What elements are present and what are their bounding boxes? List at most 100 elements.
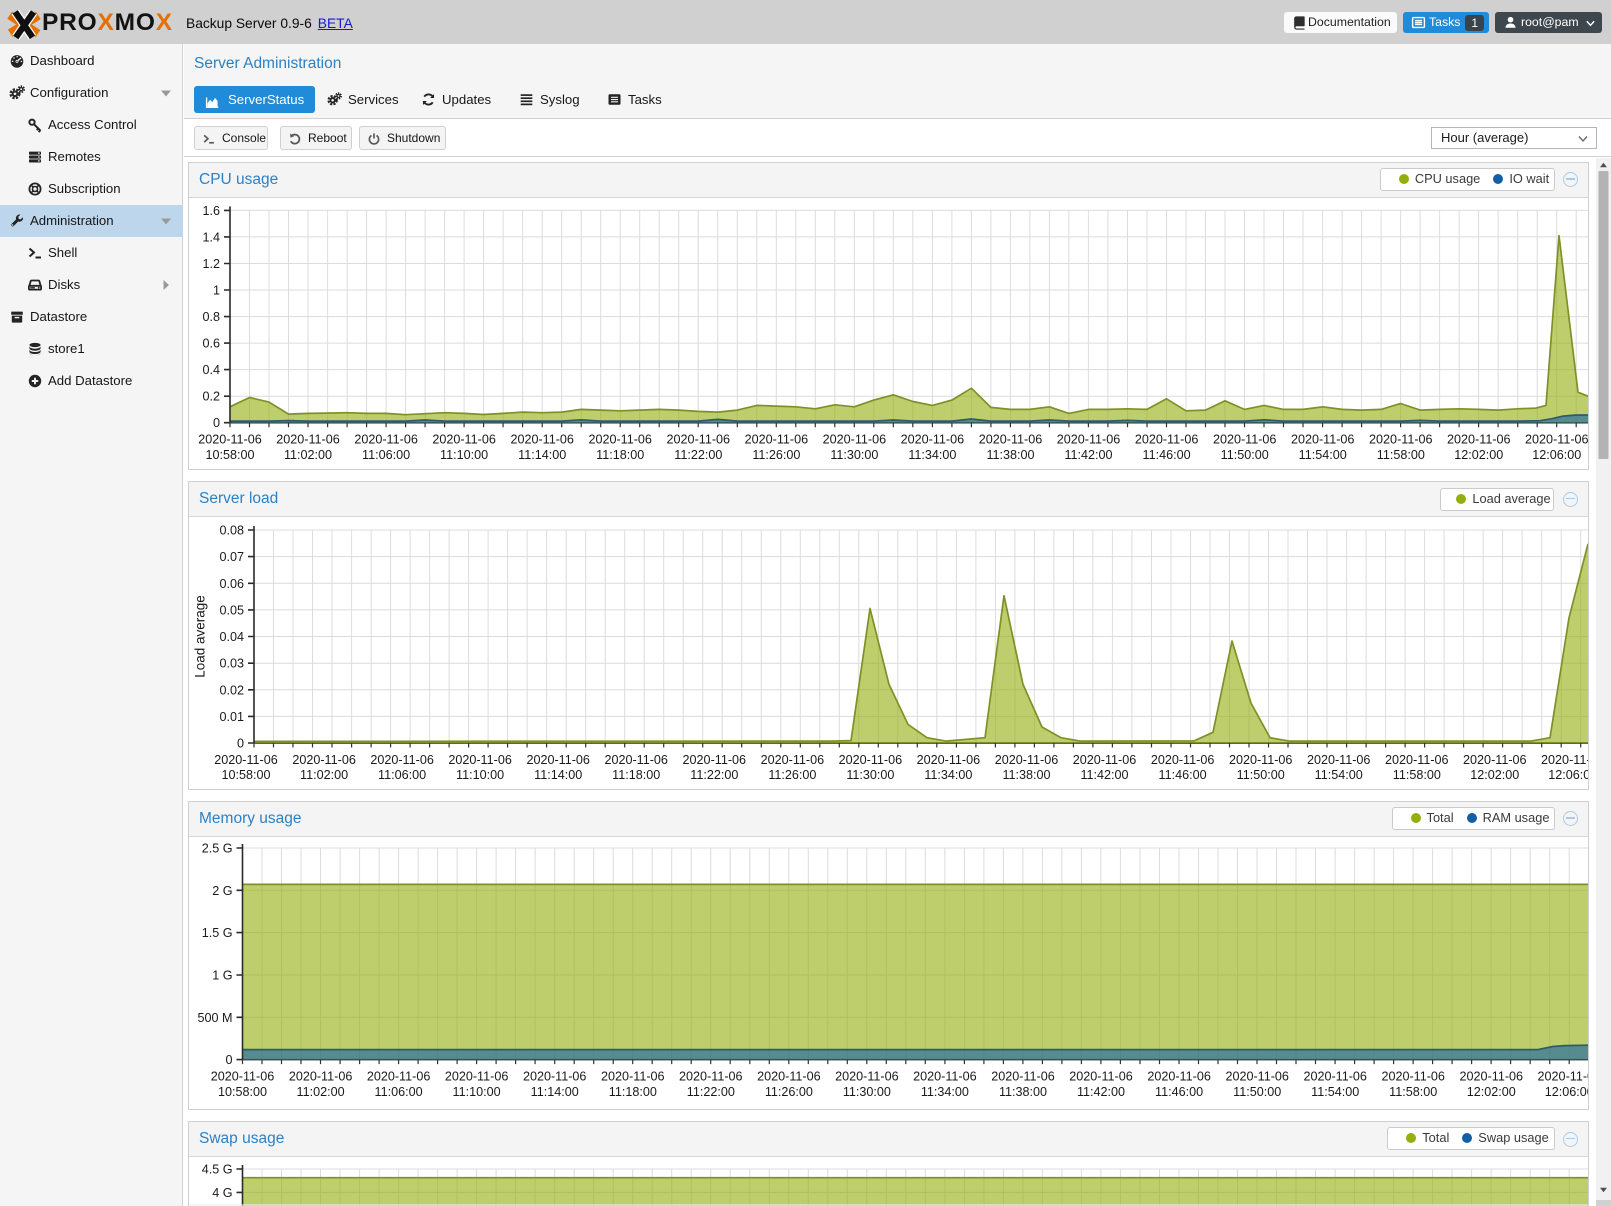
svg-text:2020-11-06: 2020-11-06 bbox=[445, 1070, 509, 1084]
svg-text:11:34:00: 11:34:00 bbox=[921, 1085, 969, 1099]
svg-text:2 G: 2 G bbox=[212, 884, 232, 898]
svg-text:2020-11-06: 2020-11-06 bbox=[757, 1070, 821, 1084]
svg-text:2020-11-06: 2020-11-06 bbox=[1538, 1070, 1588, 1084]
svg-text:0.02: 0.02 bbox=[219, 683, 244, 697]
svg-text:11:18:00: 11:18:00 bbox=[612, 768, 660, 782]
svg-text:11:18:00: 11:18:00 bbox=[596, 448, 644, 462]
svg-text:2020-11-06: 2020-11-06 bbox=[1307, 753, 1371, 767]
svg-text:11:26:00: 11:26:00 bbox=[752, 448, 800, 462]
svg-text:11:22:00: 11:22:00 bbox=[687, 1085, 735, 1099]
svg-text:2020-11-06: 2020-11-06 bbox=[1147, 1070, 1211, 1084]
svg-text:11:02:00: 11:02:00 bbox=[284, 448, 332, 462]
svg-text:0.05: 0.05 bbox=[219, 603, 244, 617]
svg-text:11:58:00: 11:58:00 bbox=[1393, 768, 1441, 782]
svg-text:12:02:00: 12:02:00 bbox=[1467, 1085, 1516, 1099]
svg-text:0.8: 0.8 bbox=[202, 310, 220, 324]
svg-text:0.06: 0.06 bbox=[219, 577, 244, 591]
svg-text:2020-11-06: 2020-11-06 bbox=[1463, 753, 1527, 767]
svg-text:2020-11-06: 2020-11-06 bbox=[292, 753, 356, 767]
svg-text:11:54:00: 11:54:00 bbox=[1315, 768, 1363, 782]
svg-text:2020-11-06: 2020-11-06 bbox=[1381, 1070, 1445, 1084]
svg-text:2020-11-06: 2020-11-06 bbox=[1229, 753, 1293, 767]
svg-text:11:50:00: 11:50:00 bbox=[1221, 448, 1269, 462]
svg-text:2020-11-06: 2020-11-06 bbox=[510, 433, 574, 447]
svg-text:11:10:00: 11:10:00 bbox=[453, 1085, 501, 1099]
svg-text:10:58:00: 10:58:00 bbox=[218, 1085, 267, 1099]
svg-text:2020-11-06: 2020-11-06 bbox=[214, 753, 278, 767]
svg-text:11:50:00: 11:50:00 bbox=[1233, 1085, 1281, 1099]
svg-text:2020-11-06: 2020-11-06 bbox=[835, 1070, 899, 1084]
svg-text:11:02:00: 11:02:00 bbox=[300, 768, 348, 782]
svg-text:1: 1 bbox=[213, 284, 220, 298]
svg-text:2020-11-06: 2020-11-06 bbox=[289, 1070, 353, 1084]
svg-text:11:06:00: 11:06:00 bbox=[362, 448, 410, 462]
svg-text:11:38:00: 11:38:00 bbox=[1002, 768, 1050, 782]
svg-text:11:38:00: 11:38:00 bbox=[999, 1085, 1047, 1099]
svg-text:11:18:00: 11:18:00 bbox=[609, 1085, 657, 1099]
svg-text:12:02:00: 12:02:00 bbox=[1454, 448, 1503, 462]
svg-text:11:58:00: 11:58:00 bbox=[1377, 448, 1425, 462]
svg-text:2020-11-06: 2020-11-06 bbox=[604, 753, 668, 767]
svg-text:2020-11-06: 2020-11-06 bbox=[354, 433, 418, 447]
svg-text:2020-11-06: 2020-11-06 bbox=[448, 753, 512, 767]
svg-text:2020-11-06: 2020-11-06 bbox=[979, 433, 1043, 447]
svg-text:2020-11-06: 2020-11-06 bbox=[367, 1070, 431, 1084]
svg-text:0.01: 0.01 bbox=[219, 710, 244, 724]
svg-text:12:06:00: 12:06:00 bbox=[1548, 768, 1588, 782]
svg-text:2020-11-06: 2020-11-06 bbox=[1460, 1070, 1524, 1084]
svg-text:2020-11-06: 2020-11-06 bbox=[1151, 753, 1215, 767]
svg-text:Load average: Load average bbox=[193, 595, 208, 678]
svg-text:2020-11-06: 2020-11-06 bbox=[432, 433, 496, 447]
svg-text:11:10:00: 11:10:00 bbox=[440, 448, 488, 462]
svg-text:0.04: 0.04 bbox=[219, 630, 244, 644]
svg-text:2020-11-06: 2020-11-06 bbox=[526, 753, 590, 767]
svg-text:2020-11-06: 2020-11-06 bbox=[1135, 433, 1199, 447]
svg-text:0: 0 bbox=[225, 1053, 232, 1067]
svg-text:0: 0 bbox=[237, 737, 244, 751]
svg-text:0: 0 bbox=[213, 416, 220, 430]
svg-text:11:46:00: 11:46:00 bbox=[1143, 448, 1191, 462]
svg-text:2020-11-06: 2020-11-06 bbox=[588, 433, 652, 447]
svg-text:2020-11-06: 2020-11-06 bbox=[679, 1070, 743, 1084]
svg-text:2020-11-06: 2020-11-06 bbox=[198, 433, 262, 447]
svg-text:500 M: 500 M bbox=[197, 1011, 232, 1025]
svg-text:11:14:00: 11:14:00 bbox=[518, 448, 566, 462]
svg-text:2020-11-06: 2020-11-06 bbox=[667, 433, 731, 447]
svg-text:11:58:00: 11:58:00 bbox=[1389, 1085, 1437, 1099]
svg-text:2020-11-06: 2020-11-06 bbox=[1069, 1070, 1133, 1084]
svg-text:11:10:00: 11:10:00 bbox=[456, 768, 504, 782]
svg-text:2020-11-06: 2020-11-06 bbox=[995, 753, 1059, 767]
svg-text:2.5 G: 2.5 G bbox=[202, 842, 233, 856]
svg-text:11:54:00: 11:54:00 bbox=[1299, 448, 1347, 462]
svg-text:2020-11-06: 2020-11-06 bbox=[1525, 433, 1588, 447]
svg-text:2020-11-06: 2020-11-06 bbox=[1225, 1070, 1289, 1084]
svg-text:2020-11-06: 2020-11-06 bbox=[1385, 753, 1449, 767]
svg-text:12:06:00: 12:06:00 bbox=[1545, 1085, 1588, 1099]
svg-text:0.07: 0.07 bbox=[219, 550, 244, 564]
svg-text:4.5 G: 4.5 G bbox=[202, 1163, 233, 1177]
svg-text:11:46:00: 11:46:00 bbox=[1159, 768, 1207, 782]
svg-text:2020-11-06: 2020-11-06 bbox=[1291, 433, 1355, 447]
svg-text:2020-11-06: 2020-11-06 bbox=[1073, 753, 1137, 767]
svg-text:11:02:00: 11:02:00 bbox=[297, 1085, 345, 1099]
svg-text:11:26:00: 11:26:00 bbox=[768, 768, 816, 782]
svg-text:2020-11-06: 2020-11-06 bbox=[370, 753, 434, 767]
svg-text:11:30:00: 11:30:00 bbox=[846, 768, 894, 782]
svg-text:2020-11-06: 2020-11-06 bbox=[917, 753, 981, 767]
svg-text:11:30:00: 11:30:00 bbox=[830, 448, 878, 462]
svg-text:10:58:00: 10:58:00 bbox=[221, 768, 270, 782]
svg-text:11:34:00: 11:34:00 bbox=[924, 768, 972, 782]
svg-text:2020-11-06: 2020-11-06 bbox=[211, 1070, 275, 1084]
svg-text:2020-11-06: 2020-11-06 bbox=[1213, 433, 1277, 447]
svg-text:11:38:00: 11:38:00 bbox=[986, 448, 1034, 462]
svg-text:11:42:00: 11:42:00 bbox=[1064, 448, 1112, 462]
svg-text:2020-11-06: 2020-11-06 bbox=[601, 1070, 665, 1084]
svg-text:12:02:00: 12:02:00 bbox=[1470, 768, 1519, 782]
svg-text:2020-11-06: 2020-11-06 bbox=[913, 1070, 977, 1084]
svg-text:11:42:00: 11:42:00 bbox=[1080, 768, 1128, 782]
svg-text:1.2: 1.2 bbox=[202, 257, 220, 271]
svg-text:1.5 G: 1.5 G bbox=[202, 926, 233, 940]
svg-text:1.6: 1.6 bbox=[202, 204, 220, 218]
svg-text:11:34:00: 11:34:00 bbox=[908, 448, 956, 462]
svg-text:11:14:00: 11:14:00 bbox=[531, 1085, 579, 1099]
